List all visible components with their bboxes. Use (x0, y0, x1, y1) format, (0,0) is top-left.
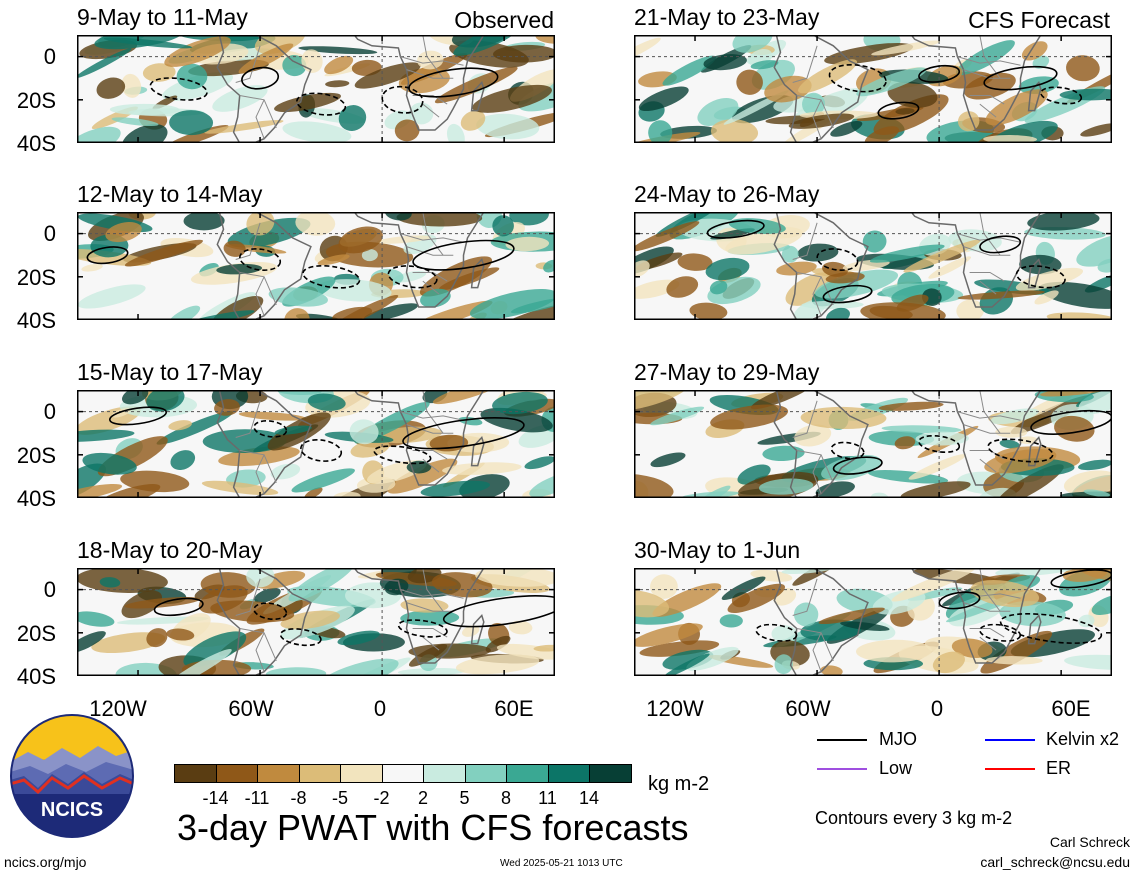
colorbar-swatch (340, 764, 383, 783)
y-tick-label: 0 (43, 44, 56, 69)
legend-label-mjo: MJO (879, 729, 917, 749)
colorbar-swatch (464, 764, 507, 783)
colorbar-tick-label: 11 (538, 788, 557, 808)
colorbar-tick-label: 14 (578, 788, 600, 808)
x-tick-label: 60E (1051, 696, 1091, 721)
colorbar-swatch (506, 764, 549, 783)
colorbar-tick-label: -11 (244, 788, 270, 808)
colorbar-tick-label: -5 (331, 788, 348, 808)
legend-label-low: Low (879, 758, 913, 778)
panel-title-3: 15-May to 17-May (77, 359, 263, 385)
x-tick-label: 0 (373, 696, 387, 721)
x-tick-label: 60W (785, 696, 831, 721)
y-tick-label: 20S (16, 265, 56, 290)
map-panel-3 (77, 390, 555, 498)
panel-title-8: 30-May to 1-Jun (634, 537, 801, 563)
colorbar-swatch (547, 764, 590, 783)
x-tick-label: 120W (646, 696, 704, 721)
y-tick-label: 20S (16, 443, 56, 468)
y-tick-label: 0 (43, 577, 56, 602)
map-panel-5 (634, 35, 1112, 143)
y-tick-label: 20S (16, 88, 56, 113)
site-link[interactable]: ncics.org/mjo (4, 854, 87, 870)
colorbar-swatch (215, 764, 258, 783)
author: Carl Schreck (1049, 834, 1130, 850)
observed-label: Observed (454, 7, 554, 33)
author-email[interactable]: carl_schreck@ncsu.edu (980, 854, 1130, 870)
legend-label-kelvin: Kelvin x2 (1046, 729, 1120, 749)
map-panel-8 (634, 568, 1112, 676)
colorbar-swatch (298, 764, 341, 783)
legend-line-low (817, 768, 867, 770)
x-tick-label: 60E (494, 696, 534, 721)
colorbar-tick-label: 8 (500, 788, 511, 808)
legend-line-mjo (817, 739, 867, 741)
map-panel-4 (77, 568, 555, 676)
contour-note: Contours every 3 kg m-2 (815, 808, 1013, 828)
panel-title-6: 24-May to 26-May (634, 181, 820, 207)
y-tick-label: 40S (16, 486, 56, 511)
legend-line-er (985, 768, 1035, 770)
colorbar-tick-label: -8 (290, 788, 307, 808)
colorbar-units: kg m-2 (648, 773, 710, 795)
forecast-label: CFS Forecast (968, 7, 1110, 33)
panel-title-1: 9-May to 11-May (77, 4, 248, 30)
colorbar-swatch (423, 764, 466, 783)
colorbar-tick-label: -14 (202, 788, 229, 808)
colorbar-tick-label: -2 (373, 788, 390, 808)
legend-line-kelvin (985, 739, 1035, 741)
panel-title-7: 27-May to 29-May (634, 359, 820, 385)
x-tick-label: 120W (89, 696, 147, 721)
map-panel-1 (77, 35, 555, 143)
y-tick-label: 40S (16, 131, 56, 156)
legend-label-er: ER (1046, 758, 1072, 778)
colorbar-swatch (589, 764, 632, 783)
y-tick-label: 20S (16, 621, 56, 646)
colorbar-swatch (174, 764, 217, 783)
y-tick-label: 40S (16, 664, 56, 689)
y-tick-label: 0 (43, 221, 56, 246)
x-tick-label: 60W (228, 696, 274, 721)
map-panel-6 (634, 212, 1112, 320)
x-tick-label: 0 (930, 696, 944, 721)
panel-title-5: 21-May to 23-May (634, 4, 820, 30)
panel-title-4: 18-May to 20-May (77, 537, 263, 563)
ncics-logo: NCICS (10, 714, 134, 838)
ncics-logo-text: NCICS (41, 799, 103, 821)
colorbar-swatch (381, 764, 424, 783)
map-panel-2 (77, 212, 555, 320)
y-tick-label: 0 (43, 399, 56, 424)
chart-title: 3-day PWAT with CFS forecasts (177, 807, 689, 848)
colorbar-swatch (257, 764, 300, 783)
colorbar-tick-label: 2 (417, 788, 428, 808)
y-tick-label: 40S (16, 308, 56, 333)
panel-title-2: 12-May to 14-May (77, 181, 263, 207)
map-panel-7 (634, 390, 1112, 498)
timestamp: Wed 2025-05-21 1013 UTC (500, 858, 623, 869)
colorbar-tick-label: 5 (459, 788, 470, 808)
